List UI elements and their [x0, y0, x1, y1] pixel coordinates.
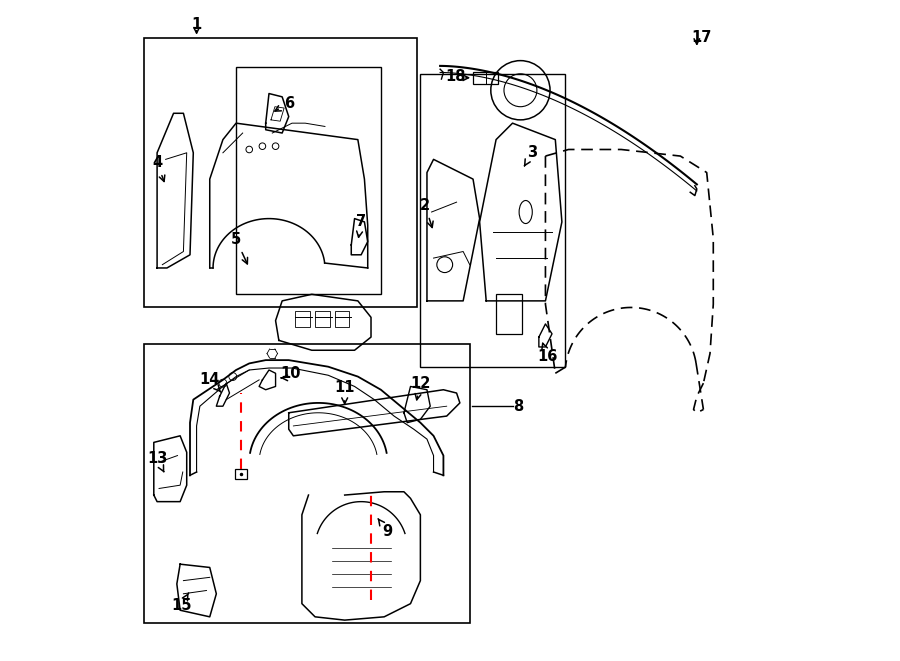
Bar [335, 311, 349, 327]
Bar [473, 72, 498, 84]
Text: 16: 16 [537, 343, 558, 364]
Text: 13: 13 [147, 451, 167, 472]
Text: 17: 17 [691, 30, 712, 45]
Text: 3: 3 [525, 145, 537, 166]
Text: 8: 8 [513, 399, 523, 414]
Bar [236, 67, 381, 294]
Text: 11: 11 [335, 380, 355, 404]
Text: 4: 4 [152, 155, 165, 182]
Text: 6: 6 [274, 96, 293, 111]
Text: 5: 5 [231, 232, 248, 264]
Text: 7: 7 [356, 214, 366, 237]
Text: 10: 10 [281, 366, 301, 381]
Bar [295, 311, 310, 327]
Text: 18: 18 [445, 69, 465, 84]
Text: 14: 14 [200, 372, 221, 392]
Bar [144, 38, 417, 307]
Bar [420, 74, 565, 367]
Text: 12: 12 [410, 375, 430, 400]
Bar [236, 469, 248, 479]
Bar [144, 344, 470, 623]
Text: 2: 2 [420, 198, 433, 227]
Bar [315, 311, 329, 327]
Text: 9: 9 [378, 519, 392, 539]
Bar [496, 294, 522, 334]
Text: 15: 15 [171, 593, 192, 613]
Text: 1: 1 [192, 17, 202, 32]
